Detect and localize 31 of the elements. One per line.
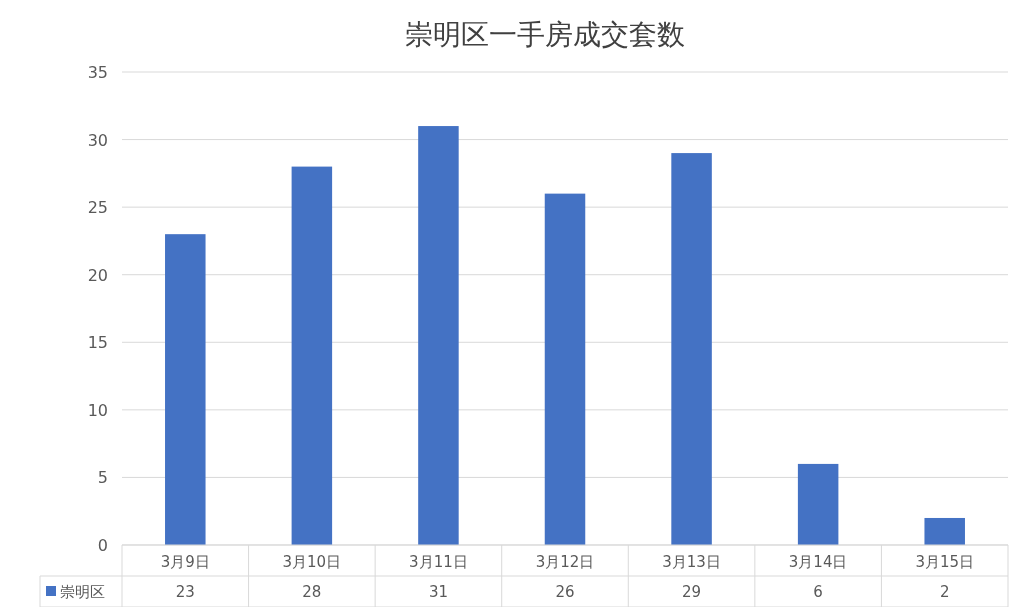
chart-title: 崇明区一手房成交套数 xyxy=(405,18,685,51)
y-tick-label: 0 xyxy=(97,536,108,555)
x-tick-label: 3月10日 xyxy=(282,553,342,571)
bar xyxy=(797,463,839,545)
data-label: 6 xyxy=(813,583,823,601)
bar xyxy=(544,193,586,545)
data-label: 23 xyxy=(175,583,195,601)
bar xyxy=(291,166,333,545)
data-label: 26 xyxy=(555,583,575,601)
bar xyxy=(671,153,712,545)
y-tick-label: 35 xyxy=(87,63,108,82)
x-tick-label: 3月15日 xyxy=(915,553,975,571)
data-label: 29 xyxy=(682,583,702,601)
x-tick-label: 3月9日 xyxy=(160,553,210,571)
x-tick-label: 3月11日 xyxy=(409,553,468,571)
bar xyxy=(418,126,459,545)
x-tick-label: 3月14日 xyxy=(788,553,848,571)
x-tick-label: 3月13日 xyxy=(662,553,721,571)
bar xyxy=(165,234,206,545)
bar xyxy=(924,517,965,545)
y-tick-label: 15 xyxy=(87,333,108,353)
x-tick-label: 3月12日 xyxy=(535,553,595,571)
data-label: 28 xyxy=(302,583,322,601)
legend-label: 崇明区 xyxy=(60,583,105,601)
y-tick-label: 10 xyxy=(87,400,108,420)
data-label: 2 xyxy=(939,583,950,601)
data-label: 31 xyxy=(428,583,448,601)
y-tick-label: 25 xyxy=(87,198,108,218)
y-tick-label: 30 xyxy=(87,130,108,150)
y-tick-label: 20 xyxy=(87,265,108,285)
y-tick-label: 5 xyxy=(97,468,108,488)
